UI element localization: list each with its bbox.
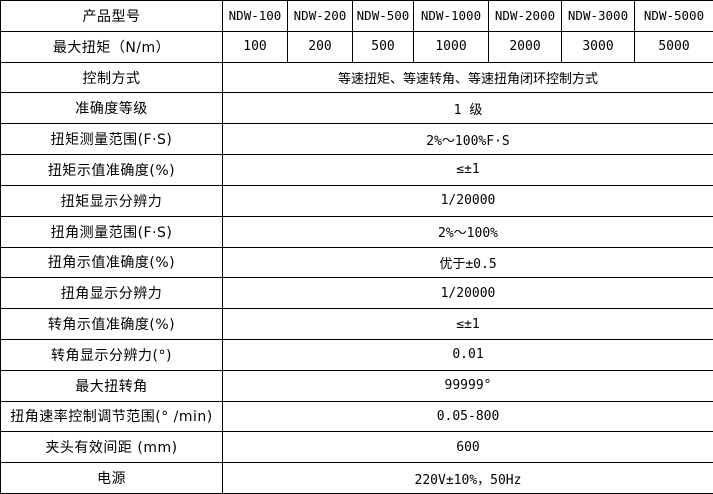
- spec-row-label: 转角显示分辨力(°): [0, 338, 223, 371]
- model-cell: NDW-200: [287, 0, 353, 32]
- spec-row: 夹头有效间距 (mm) 600: [0, 431, 713, 464]
- row-max-torque: 最大扭矩（N/m） 100 200 500 1000 2000 3000 500…: [0, 30, 713, 63]
- model-cell: NDW-3000: [561, 0, 635, 32]
- model-cell: NDW-2000: [488, 0, 562, 32]
- torque-value-cell: 5000: [634, 30, 713, 63]
- spec-row-value: 0.05-800: [222, 400, 713, 433]
- spec-row-label: 扭矩测量范围(F·S): [0, 123, 223, 156]
- spec-row-label: 扭矩示值准确度(%): [0, 154, 223, 186]
- torque-value-cell: 1000: [413, 30, 489, 63]
- spec-row: 扭角速率控制调节范围(° /min) 0.05-800: [0, 400, 713, 433]
- torque-value-cell: 3000: [561, 30, 635, 63]
- spec-row-value: 2%～100%F·S: [222, 123, 713, 156]
- spec-row-value: 1/20000: [222, 277, 713, 310]
- torque-value-cell: 500: [352, 30, 414, 63]
- spec-row: 扭角示值准确度(%) 优于±0.5: [0, 246, 713, 279]
- model-cell: NDW-5000: [634, 0, 713, 32]
- spec-row-value: 0.01: [222, 338, 713, 371]
- model-cell: NDW-500: [352, 0, 414, 32]
- spec-row-value: ≤±1: [222, 308, 713, 340]
- spec-row-value: 220V±10%，50Hz: [222, 462, 713, 494]
- model-cell: NDW-1000: [413, 0, 489, 32]
- row-label-product-model: 产品型号: [0, 0, 223, 32]
- spec-row-label: 控制方式: [0, 61, 223, 94]
- spec-row-value: ≤±1: [222, 154, 713, 186]
- spec-row: 电源 220V±10%，50Hz: [0, 462, 713, 494]
- spec-row: 扭矩显示分辨力 1/20000: [0, 184, 713, 217]
- spec-row: 控制方式 等速扭矩、等速转角、等速扭角闭环控制方式: [0, 61, 713, 94]
- model-cell: NDW-100: [222, 0, 288, 32]
- spec-row: 转角示值准确度(%) ≤±1: [0, 308, 713, 340]
- spec-row-label: 扭角示值准确度(%): [0, 246, 223, 279]
- spec-row-label: 最大扭转角: [0, 369, 223, 402]
- spec-row-value: 1 级: [222, 92, 713, 125]
- spec-row-value: 等速扭矩、等速转角、等速扭角闭环控制方式: [222, 61, 713, 94]
- row-product-model: 产品型号 NDW-100 NDW-200 NDW-500 NDW-1000 ND…: [0, 0, 713, 32]
- spec-row-value: 优于±0.5: [222, 246, 713, 279]
- spec-row: 扭矩测量范围(F·S) 2%～100%F·S: [0, 123, 713, 156]
- spec-row-value: 2%～100%: [222, 215, 713, 248]
- spec-row-label: 转角示值准确度(%): [0, 308, 223, 340]
- torque-value-cell: 200: [287, 30, 353, 63]
- spec-row-label: 扭角测量范围(F·S): [0, 215, 223, 248]
- row-label-max-torque: 最大扭矩（N/m）: [0, 30, 223, 63]
- torque-value-cell: 100: [222, 30, 288, 63]
- spec-row: 扭角测量范围(F·S) 2%～100%: [0, 215, 713, 248]
- spec-row-label: 扭矩显示分辨力: [0, 184, 223, 217]
- spec-row: 扭角显示分辨力 1/20000: [0, 277, 713, 310]
- spec-row: 准确度等级 1 级: [0, 92, 713, 125]
- spec-row: 转角显示分辨力(°) 0.01: [0, 338, 713, 371]
- spec-row: 扭矩示值准确度(%) ≤±1: [0, 154, 713, 186]
- spec-row-value: 600: [222, 431, 713, 464]
- spec-row-value: 99999°: [222, 369, 713, 402]
- spec-row-label: 扭角速率控制调节范围(° /min): [0, 400, 223, 433]
- spec-row-value: 1/20000: [222, 184, 713, 217]
- torque-value-cell: 2000: [488, 30, 562, 63]
- spec-row-label: 夹头有效间距 (mm): [0, 431, 223, 464]
- spec-row-label: 电源: [0, 462, 223, 494]
- spec-row-label: 准确度等级: [0, 92, 223, 125]
- spec-row-label: 扭角显示分辨力: [0, 277, 223, 310]
- spec-row: 最大扭转角 99999°: [0, 369, 713, 402]
